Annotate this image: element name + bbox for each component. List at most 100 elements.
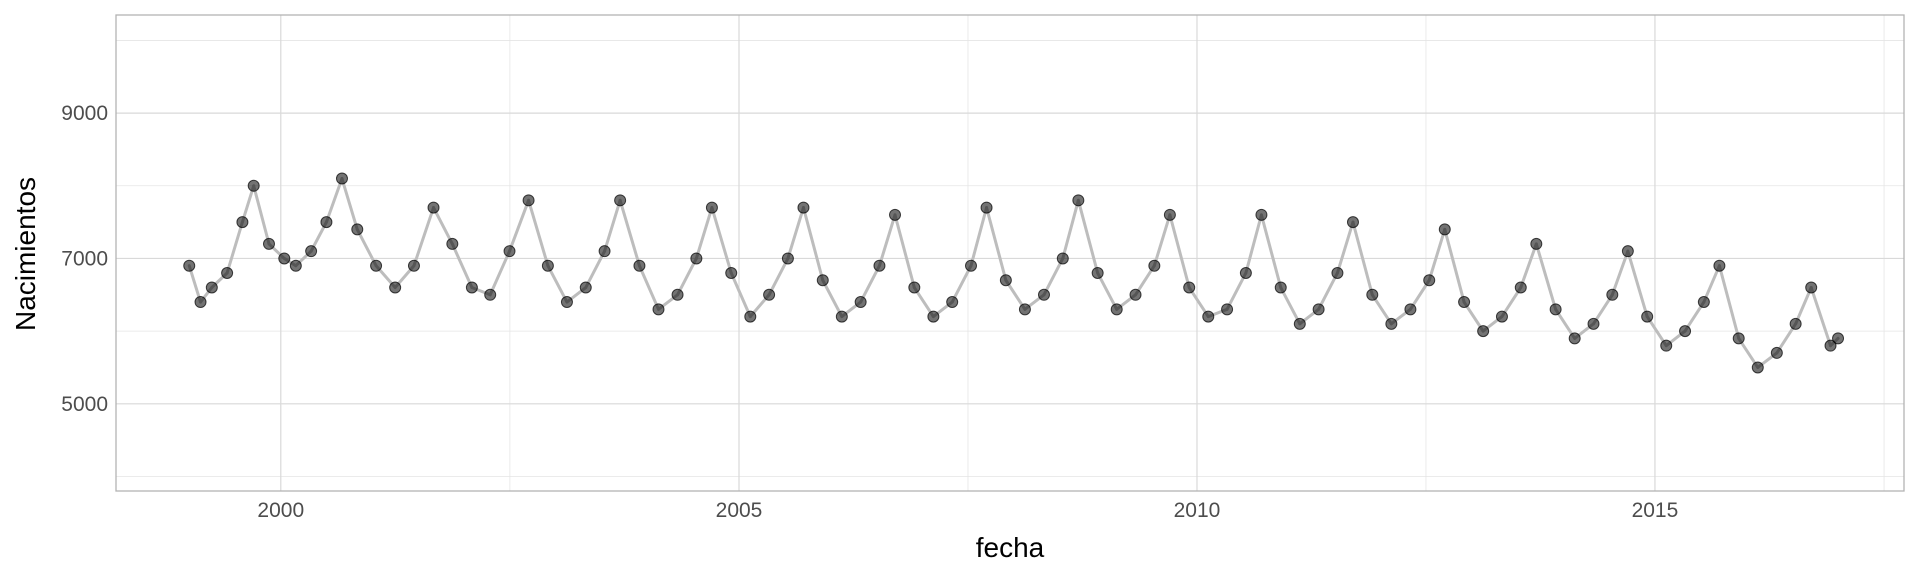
data-point bbox=[1346, 216, 1359, 229]
segment bbox=[546, 264, 569, 304]
segment bbox=[859, 264, 881, 304]
segment bbox=[729, 271, 752, 319]
segment bbox=[324, 177, 344, 224]
segment bbox=[1534, 242, 1558, 311]
segment bbox=[1626, 249, 1649, 319]
segment bbox=[1259, 213, 1283, 290]
data-points bbox=[183, 172, 1845, 374]
data-point bbox=[1091, 266, 1104, 279]
y-axis-ticks: 5000 7000 9000 bbox=[61, 102, 108, 416]
data-point bbox=[351, 223, 364, 236]
data-point bbox=[873, 259, 886, 272]
segment bbox=[637, 264, 660, 311]
data-point bbox=[446, 237, 459, 250]
data-point bbox=[1404, 303, 1417, 316]
data-point bbox=[964, 259, 977, 272]
data-point bbox=[671, 288, 684, 301]
data-point bbox=[1732, 332, 1745, 345]
data-point bbox=[854, 296, 867, 309]
data-point bbox=[633, 259, 646, 272]
segment bbox=[187, 264, 203, 304]
segment bbox=[1317, 271, 1339, 311]
data-point bbox=[1331, 266, 1344, 279]
data-point bbox=[221, 266, 234, 279]
data-point bbox=[1679, 325, 1692, 338]
data-point bbox=[1789, 317, 1802, 330]
data-point bbox=[1018, 303, 1031, 316]
y-tick-label: 7000 bbox=[61, 247, 108, 270]
data-point bbox=[1056, 252, 1069, 265]
segment bbox=[432, 206, 454, 246]
segment bbox=[676, 256, 698, 297]
data-point bbox=[1697, 296, 1710, 309]
data-point bbox=[1312, 303, 1325, 316]
data-point bbox=[999, 274, 1012, 287]
segment bbox=[710, 206, 733, 275]
data-point bbox=[1366, 288, 1379, 301]
data-point bbox=[484, 288, 497, 301]
data-point bbox=[980, 201, 993, 214]
data-point bbox=[1824, 339, 1837, 352]
segment bbox=[225, 220, 244, 275]
data-point bbox=[541, 259, 554, 272]
segment bbox=[1717, 264, 1741, 340]
data-point bbox=[1751, 361, 1764, 374]
data-point bbox=[1530, 237, 1543, 250]
segment bbox=[1279, 286, 1302, 326]
data-point bbox=[725, 266, 738, 279]
x-tick-label: 2005 bbox=[716, 499, 763, 522]
segment bbox=[1096, 271, 1119, 311]
segment bbox=[1076, 198, 1100, 275]
data-point bbox=[1606, 288, 1619, 301]
data-point bbox=[1037, 288, 1050, 301]
y-tick-label: 9000 bbox=[61, 102, 108, 125]
data-point bbox=[370, 259, 383, 272]
segment bbox=[1702, 264, 1721, 304]
segment bbox=[488, 249, 512, 297]
data-point bbox=[522, 194, 535, 207]
data-point bbox=[1458, 296, 1471, 309]
data-point bbox=[690, 252, 703, 265]
data-point bbox=[1255, 208, 1268, 221]
data-point bbox=[305, 245, 318, 258]
segment bbox=[1225, 271, 1248, 311]
data-point bbox=[1072, 194, 1085, 207]
data-point bbox=[1549, 303, 1562, 316]
segment bbox=[355, 227, 378, 268]
data-point bbox=[247, 179, 260, 192]
data-point bbox=[1514, 281, 1527, 294]
data-point bbox=[1832, 332, 1845, 345]
data-point bbox=[1293, 317, 1306, 330]
data-point bbox=[503, 245, 516, 258]
data-point bbox=[835, 310, 848, 323]
segment bbox=[950, 264, 973, 304]
data-point bbox=[1568, 332, 1581, 345]
data-point bbox=[1221, 303, 1234, 316]
segment bbox=[1809, 286, 1833, 348]
minor-gridlines bbox=[116, 15, 1904, 491]
data-point bbox=[1148, 259, 1161, 272]
segment bbox=[252, 184, 271, 246]
data-point bbox=[1110, 303, 1123, 316]
segment bbox=[893, 213, 916, 290]
segment bbox=[786, 206, 805, 260]
segment bbox=[1042, 256, 1065, 297]
x-tick-label: 2010 bbox=[1174, 499, 1221, 522]
data-point bbox=[389, 281, 402, 294]
segment bbox=[1427, 227, 1447, 282]
data-point bbox=[946, 296, 959, 309]
data-point bbox=[889, 208, 902, 221]
segment bbox=[584, 249, 607, 290]
data-point bbox=[1713, 259, 1726, 272]
segment bbox=[1244, 213, 1263, 275]
segment bbox=[801, 206, 825, 282]
data-point bbox=[763, 288, 776, 301]
segment bbox=[821, 278, 844, 319]
data-point bbox=[560, 296, 573, 309]
data-point bbox=[1274, 281, 1287, 294]
data-point bbox=[1163, 208, 1176, 221]
data-point bbox=[1587, 317, 1600, 330]
segment bbox=[767, 256, 790, 297]
data-point bbox=[194, 296, 207, 309]
